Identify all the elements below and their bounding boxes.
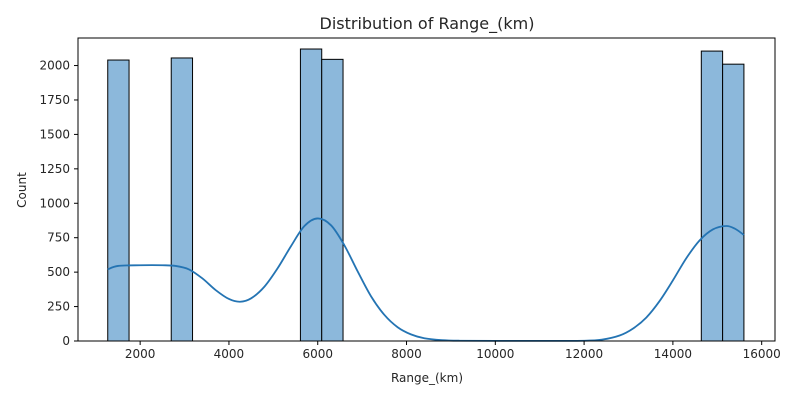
y-axis: 0 250 500 750 1000 1250 1500 1750 2000 [39,59,78,348]
y-tick-label: 750 [47,231,70,245]
histogram-bar [299,48,323,342]
x-tick-label: 10000 [476,347,514,361]
x-tick-label: 2000 [125,347,156,361]
y-tick-label: 1000 [39,196,70,210]
y-tick-label: 1250 [39,162,70,176]
kde-line [107,217,745,342]
x-tick-label: 6000 [302,347,333,361]
histogram-bar [170,57,194,342]
chart-title: Distribution of Range_(km) [320,14,535,34]
histogram-bar [321,58,344,342]
x-tick-label: 14000 [654,347,692,361]
y-tick-label: 0 [62,334,70,348]
x-axis-title: Range_(km) [391,371,463,385]
x-tick-label: 8000 [391,347,422,361]
axes-frame [77,37,776,342]
x-tick-label: 4000 [214,347,245,361]
plot-area [77,37,776,342]
y-tick-label: 1500 [39,127,70,141]
y-tick-label: 500 [47,265,70,279]
histogram-bar [700,50,724,342]
y-tick-label: 1750 [39,93,70,107]
histogram-bar [107,59,130,342]
x-tick-label: 16000 [743,347,781,361]
histogram-bar [722,63,745,342]
x-axis: 2000 4000 6000 8000 10000 12000 14000 16000 [125,341,781,361]
y-tick-label: 250 [47,300,70,314]
y-axis-title: Count [15,172,29,208]
y-tick-label: 2000 [39,59,70,73]
x-tick-label: 12000 [565,347,603,361]
